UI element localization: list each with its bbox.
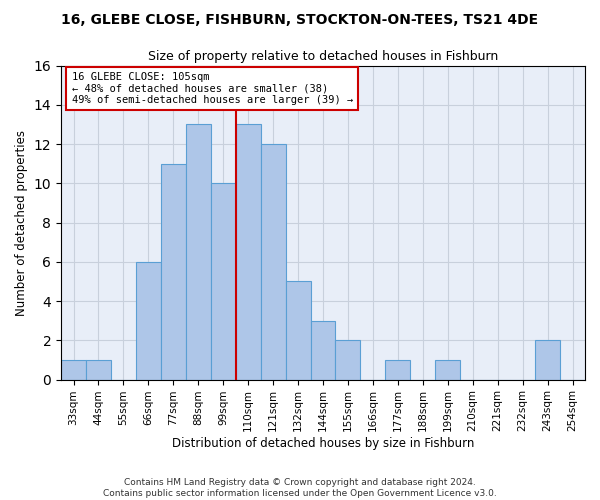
Title: Size of property relative to detached houses in Fishburn: Size of property relative to detached ho… xyxy=(148,50,498,63)
Bar xyxy=(186,124,211,380)
Bar xyxy=(61,360,86,380)
Bar xyxy=(385,360,410,380)
Bar xyxy=(435,360,460,380)
Bar xyxy=(86,360,111,380)
Bar xyxy=(136,262,161,380)
Y-axis label: Number of detached properties: Number of detached properties xyxy=(15,130,28,316)
Bar xyxy=(311,320,335,380)
Bar xyxy=(335,340,361,380)
Bar xyxy=(535,340,560,380)
Bar xyxy=(260,144,286,380)
Bar xyxy=(236,124,260,380)
Text: Contains HM Land Registry data © Crown copyright and database right 2024.
Contai: Contains HM Land Registry data © Crown c… xyxy=(103,478,497,498)
Text: 16 GLEBE CLOSE: 105sqm
← 48% of detached houses are smaller (38)
49% of semi-det: 16 GLEBE CLOSE: 105sqm ← 48% of detached… xyxy=(71,72,353,105)
Bar xyxy=(161,164,186,380)
X-axis label: Distribution of detached houses by size in Fishburn: Distribution of detached houses by size … xyxy=(172,437,474,450)
Bar xyxy=(286,282,311,380)
Text: 16, GLEBE CLOSE, FISHBURN, STOCKTON-ON-TEES, TS21 4DE: 16, GLEBE CLOSE, FISHBURN, STOCKTON-ON-T… xyxy=(61,12,539,26)
Bar xyxy=(211,184,236,380)
